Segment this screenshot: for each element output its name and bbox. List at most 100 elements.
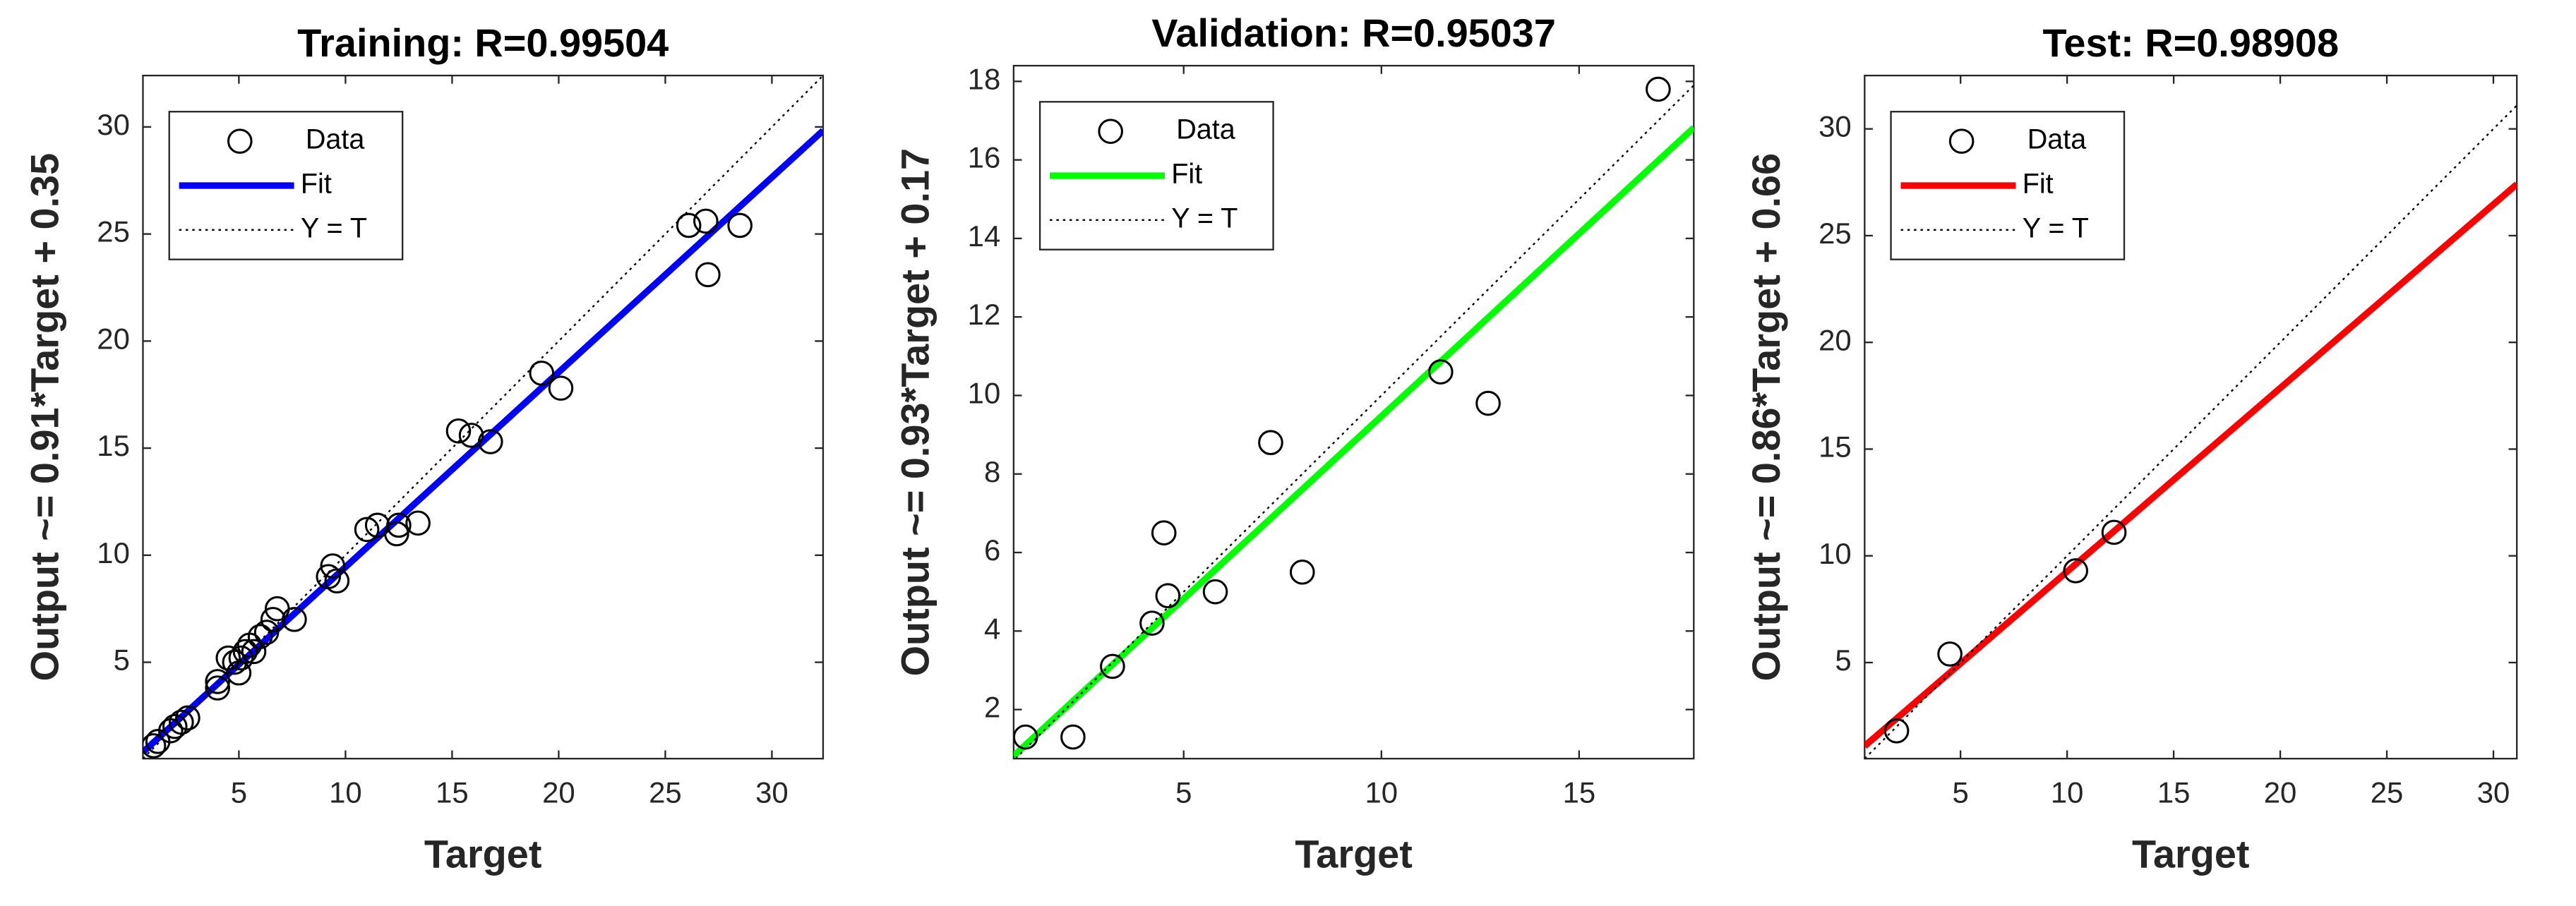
x-tick-label: 10 bbox=[1365, 775, 1398, 809]
y-tick-label: 20 bbox=[97, 322, 130, 355]
data-point bbox=[1289, 560, 1315, 585]
data-point bbox=[477, 429, 503, 454]
data-point bbox=[232, 639, 258, 665]
data-point bbox=[693, 208, 719, 234]
x-tick-label: 10 bbox=[2051, 775, 2084, 809]
data-point bbox=[175, 705, 200, 731]
y-tick-label: 8 bbox=[984, 455, 1000, 488]
chart-title: Test: R=0.98908 bbox=[2042, 20, 2339, 65]
chart: Validation: R=0.95037 Target Output ~= 0.9… bbox=[893, 11, 1695, 876]
legend-label: Data bbox=[306, 124, 365, 155]
chart: Training: R=0.99504 Target Output ~= 0.91*… bbox=[22, 20, 825, 876]
y-tick-label: 5 bbox=[1835, 644, 1851, 677]
y-tick-label: 15 bbox=[1819, 430, 1852, 464]
reference-line bbox=[1014, 85, 1694, 759]
x-axis-label: Target bbox=[2132, 832, 2250, 876]
fit-line bbox=[1864, 181, 2517, 749]
legend-label: Fit bbox=[2023, 168, 2054, 199]
data-point bbox=[260, 607, 286, 632]
data-point bbox=[1428, 359, 1454, 385]
legend-marker bbox=[227, 128, 253, 154]
x-tick-label: 20 bbox=[2264, 775, 2297, 809]
y-tick-label: 10 bbox=[968, 377, 1001, 410]
data-point bbox=[169, 709, 194, 735]
y-axis-label: Output ~= 0.86*Target + 0.66 bbox=[1744, 153, 1788, 681]
data-point bbox=[548, 375, 574, 401]
x-tick-label: 25 bbox=[2371, 775, 2404, 809]
data-point bbox=[324, 568, 350, 594]
legend: Data Fit Y = T bbox=[1890, 111, 2126, 260]
data-point bbox=[1151, 520, 1177, 546]
data-point bbox=[162, 713, 188, 739]
fit-line bbox=[1013, 125, 1694, 759]
y-tick-label: 6 bbox=[984, 533, 1000, 567]
data-point bbox=[228, 645, 254, 671]
data-point bbox=[1258, 430, 1283, 456]
chart-title: Training: R=0.99504 bbox=[297, 20, 669, 65]
x-axis-label: Target bbox=[1295, 832, 1413, 876]
x-tick-label: 5 bbox=[1953, 775, 1969, 809]
plot-content bbox=[143, 76, 823, 759]
y-tick-label: 4 bbox=[984, 612, 1000, 645]
chart-title: Validation: R=0.95037 bbox=[1151, 11, 1556, 55]
reference-line bbox=[143, 76, 823, 759]
data-point bbox=[1155, 583, 1181, 609]
data-point bbox=[2101, 519, 2127, 545]
data-point bbox=[529, 361, 555, 386]
data-point bbox=[386, 512, 412, 538]
x-tick-label: 20 bbox=[542, 775, 575, 809]
data-point bbox=[1060, 724, 1086, 750]
data-point bbox=[253, 620, 280, 645]
data-point bbox=[282, 607, 307, 632]
data-point bbox=[143, 733, 167, 759]
x-tick-label: 15 bbox=[1563, 775, 1596, 809]
data-point bbox=[1013, 724, 1038, 750]
y-tick-label: 5 bbox=[114, 644, 130, 677]
x-tick-label: 5 bbox=[231, 775, 247, 809]
y-tick-label: 10 bbox=[1819, 537, 1852, 570]
data-point bbox=[205, 669, 230, 694]
data-point bbox=[241, 639, 267, 665]
legend-label: Fit bbox=[1171, 158, 1202, 189]
data-point bbox=[1139, 610, 1165, 636]
x-tick-label: 15 bbox=[2157, 775, 2191, 809]
data-point bbox=[445, 418, 472, 444]
legend-label: Data bbox=[2027, 124, 2087, 155]
chart: Test: R=0.98908 Target Output ~= 0.86*Targ… bbox=[1744, 20, 2518, 876]
y-tick-label: 10 bbox=[97, 536, 130, 569]
y-tick-label: 25 bbox=[1819, 217, 1852, 250]
plot-content bbox=[1864, 104, 2517, 759]
data-point bbox=[1202, 579, 1228, 605]
legend-label: Y = T bbox=[2023, 212, 2089, 243]
legend-marker bbox=[1948, 128, 1975, 154]
x-axis-label: Target bbox=[424, 832, 542, 876]
legend: Data Fit Y = T bbox=[1038, 101, 1274, 250]
y-axis-label: Output ~= 0.91*Target + 0.35 bbox=[22, 153, 66, 682]
y-tick-label: 14 bbox=[968, 219, 1001, 253]
data-point bbox=[695, 262, 721, 288]
y-tick-label: 30 bbox=[1819, 110, 1852, 143]
y-tick-label: 25 bbox=[97, 215, 130, 248]
y-tick-label: 2 bbox=[984, 691, 1000, 724]
data-point bbox=[1937, 641, 1963, 667]
y-tick-label: 18 bbox=[968, 62, 1001, 95]
legend-marker bbox=[1098, 119, 1123, 144]
data-point bbox=[247, 624, 273, 649]
data-point bbox=[676, 212, 702, 238]
y-axis-label: Output ~= 0.93*Target + 0.17 bbox=[893, 148, 937, 677]
y-tick-label: 12 bbox=[968, 298, 1001, 331]
legend-label: Data bbox=[1176, 114, 1235, 145]
y-tick-label: 20 bbox=[1819, 323, 1852, 356]
data-point bbox=[354, 517, 380, 543]
y-tick-label: 30 bbox=[97, 108, 130, 141]
legend-label: Y = T bbox=[301, 212, 367, 243]
y-tick-label: 16 bbox=[968, 141, 1001, 174]
data-point bbox=[2063, 558, 2089, 584]
x-tick-label: 30 bbox=[755, 775, 789, 809]
legend: Data Fit Y = T bbox=[168, 111, 404, 260]
x-tick-label: 30 bbox=[2477, 775, 2510, 809]
x-tick-label: 25 bbox=[649, 775, 682, 809]
data-point bbox=[205, 675, 230, 701]
x-tick-label: 10 bbox=[329, 775, 362, 809]
